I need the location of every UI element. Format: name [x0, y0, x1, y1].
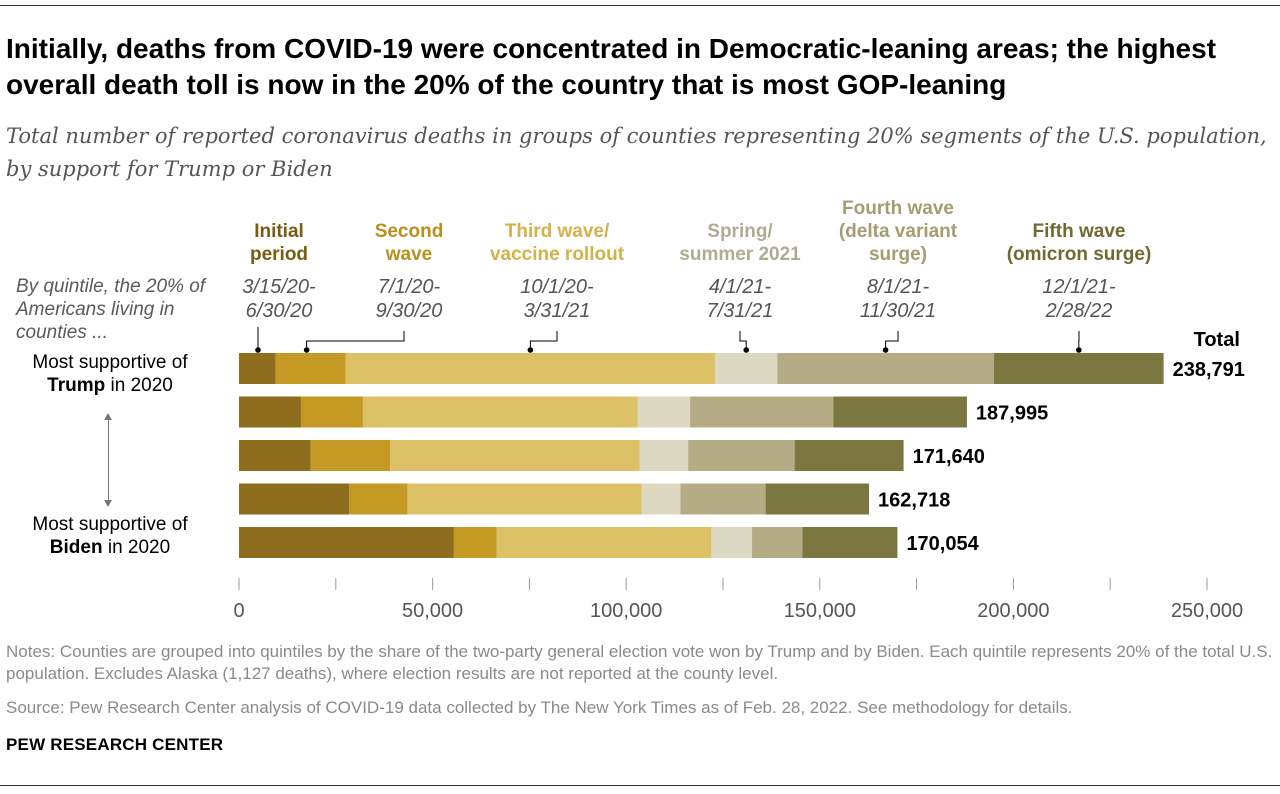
total-label-2: 187,995	[976, 403, 1048, 425]
leader-line-2	[306, 331, 405, 350]
x-tick-label-2: 50,000	[402, 600, 463, 622]
bar-segment-4-6	[765, 483, 870, 515]
period-dates-6-line-2: 2/28/22	[1045, 300, 1113, 322]
bar-segment-5-2	[453, 527, 497, 558]
period-header-6-line-1: Fifth wave	[1033, 221, 1126, 242]
period-dates-1-line-2: 6/30/20	[246, 300, 313, 322]
period-dates-3-line-2: 3/31/21	[524, 300, 591, 322]
bar-segment-5-4	[711, 527, 753, 558]
leader-line-3	[529, 331, 558, 350]
bar-segment-4-3	[407, 483, 642, 515]
period-dates-6-line-1: 12/1/21-	[1042, 276, 1116, 298]
bar-segment-2-5	[690, 396, 834, 428]
bar-segment-3-6	[794, 440, 904, 471]
period-header-5-line-2: (delta variant	[839, 221, 958, 242]
period-dates-2-line-2: 9/30/20	[376, 300, 443, 322]
top-quintile-label: Most supportive of Trump in 2020	[32, 352, 188, 396]
row-intro-text: By quintile, the 20% of Americans living…	[16, 276, 206, 343]
period-header-6-line-2: (omicron surge)	[1007, 244, 1152, 265]
period-dates-2-line-1: 7/1/20-	[378, 276, 441, 298]
chart-subtitle: Total number of reported coronavirus dea…	[6, 124, 1267, 181]
period-header-2-line-2: wave	[385, 244, 432, 265]
bar-segment-5-6	[802, 527, 898, 558]
total-label-4: 162,718	[878, 490, 950, 512]
period-header-1-line-2: period	[250, 244, 308, 265]
x-tick-label-5: 200,000	[977, 600, 1049, 622]
bar-segment-4-4	[641, 483, 681, 515]
chart-notes: Notes: Counties are grouped into quintil…	[6, 642, 1273, 683]
period-header-3-line-2: vaccine rollout	[490, 244, 625, 265]
period-header-4-line-2: summer 2021	[679, 244, 801, 265]
period-dates-4-line-2: 7/31/21	[707, 300, 774, 322]
stacked-bar-chart: 238,791 187,995 171,640 162,718 170,054 Total…	[233, 198, 1245, 622]
bottom-rule	[0, 785, 1280, 786]
x-tick-label-6: 250,000	[1171, 600, 1243, 622]
top-rule	[0, 5, 1280, 6]
bottom-quintile-label: Most supportive of Biden in 2020	[32, 514, 188, 558]
x-tick-label-4: 150,000	[784, 600, 856, 622]
bar-segment-3-4	[639, 440, 689, 471]
chart-title: Initially, deaths from COVID-19 were con…	[6, 33, 1217, 100]
bar-segment-3-3	[390, 440, 640, 471]
bar-segment-1-5	[777, 353, 995, 384]
bar-segment-2-1	[239, 396, 301, 428]
bar-segment-4-1	[239, 483, 350, 515]
bar-segment-1-1	[239, 353, 276, 384]
x-tick-label-1: 0	[233, 600, 244, 622]
bar-segment-4-5	[680, 483, 766, 515]
bar-segment-3-1	[239, 440, 311, 471]
bar-segment-5-5	[752, 527, 803, 558]
period-header-5-line-3: surge)	[869, 244, 927, 265]
bar-segment-1-2	[275, 353, 346, 384]
period-header-4-line-1: Spring/	[707, 221, 773, 242]
bar-segment-2-3	[362, 396, 638, 428]
period-header-1-line-1: Initial	[254, 221, 304, 242]
period-dates-5-line-2: 11/30/21	[860, 300, 936, 322]
bar-segment-3-2	[310, 440, 391, 471]
bar-segment-5-1	[239, 527, 454, 558]
bar-segment-1-4	[715, 353, 778, 384]
leader-line-4	[739, 331, 747, 350]
double-arrow-icon	[104, 413, 112, 507]
bar-segment-2-4	[637, 396, 691, 428]
chart-source: Source: Pew Research Center analysis of …	[6, 698, 1073, 717]
leader-line-5	[885, 331, 899, 350]
bar-segment-2-6	[833, 396, 967, 428]
bar-segment-4-2	[349, 483, 408, 515]
total-label-1: 238,791	[1173, 359, 1245, 381]
period-dates-5-line-1: 8/1/21-	[867, 276, 930, 298]
pew-logo: PEW RESEARCH CENTER	[6, 735, 224, 754]
bar-segment-5-3	[496, 527, 712, 558]
period-dates-4-line-1: 4/1/21-	[709, 276, 772, 298]
bar-segment-2-2	[300, 396, 363, 428]
period-header-2-line-1: Second	[375, 221, 444, 242]
total-label-3: 171,640	[913, 446, 985, 468]
total-label-5: 170,054	[906, 533, 979, 555]
bar-segment-3-5	[688, 440, 795, 471]
x-tick-label-3: 100,000	[590, 600, 662, 622]
bar-segment-1-3	[345, 353, 716, 384]
period-header-3-line-1: Third wave/	[505, 221, 610, 242]
total-header: Total	[1194, 329, 1240, 351]
period-header-5-line-1: Fourth wave	[842, 198, 954, 219]
period-dates-3-line-1: 10/1/20-	[520, 276, 594, 298]
period-dates-1-line-1: 3/15/20-	[242, 276, 316, 298]
bar-segment-1-6	[994, 353, 1164, 384]
